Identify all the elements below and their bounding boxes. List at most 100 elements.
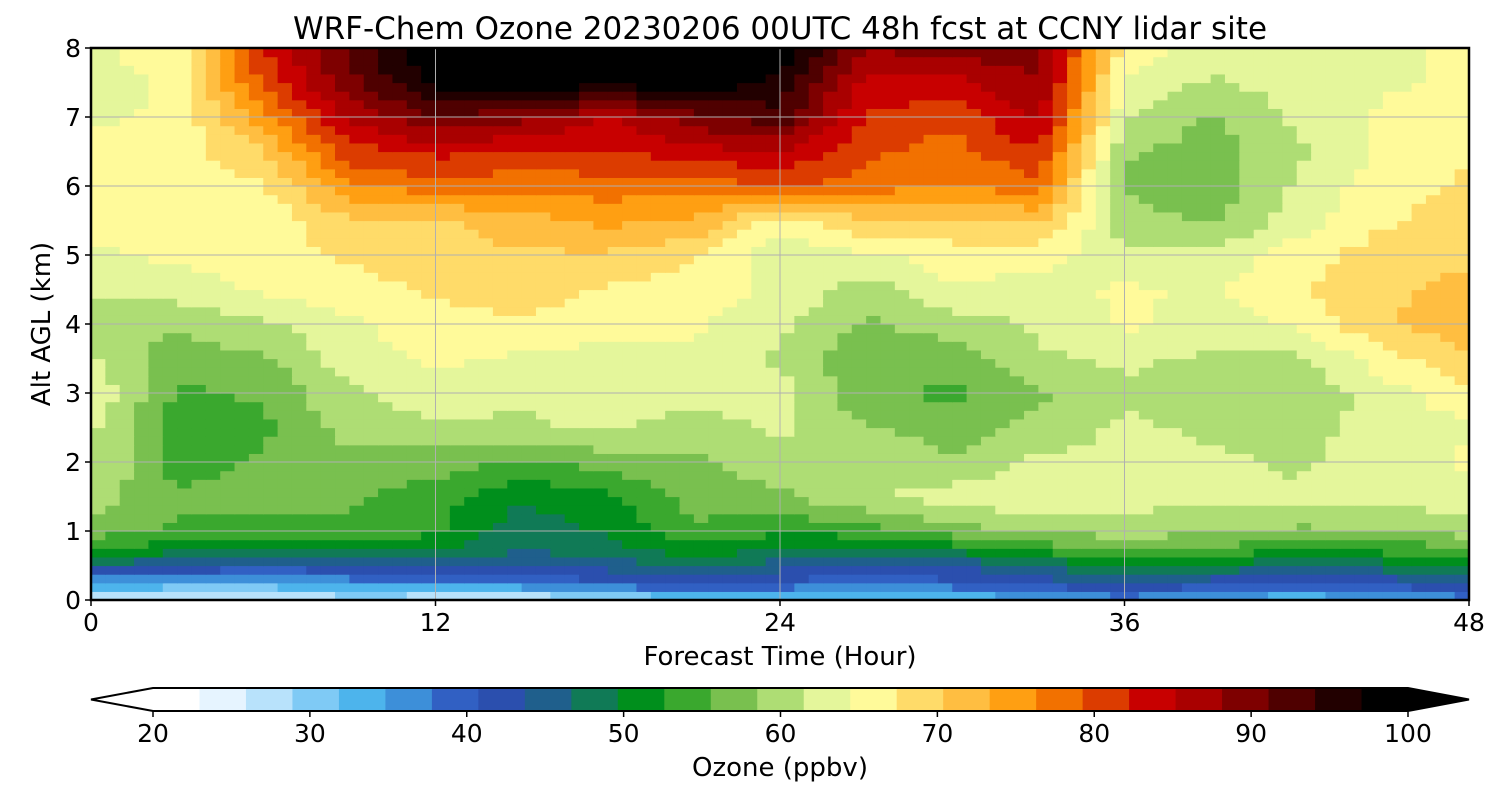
heatmap-cell bbox=[966, 255, 982, 265]
heatmap-cell bbox=[234, 453, 250, 463]
heatmap-cell bbox=[1067, 375, 1083, 385]
heatmap-cell bbox=[980, 479, 996, 489]
heatmap-cell bbox=[751, 289, 767, 299]
heatmap-cell bbox=[1325, 539, 1341, 549]
heatmap-cell bbox=[134, 410, 150, 420]
heatmap-cell bbox=[1354, 410, 1370, 420]
heatmap-cell bbox=[134, 505, 150, 515]
heatmap-cell bbox=[134, 427, 150, 437]
heatmap-cell bbox=[1009, 505, 1025, 515]
heatmap-cell bbox=[492, 367, 508, 377]
heatmap-cell bbox=[1224, 263, 1240, 273]
heatmap-cell bbox=[320, 548, 336, 558]
heatmap-cell bbox=[1268, 229, 1283, 239]
heatmap-cell bbox=[622, 263, 638, 273]
heatmap-cell bbox=[1095, 341, 1111, 351]
heatmap-cell bbox=[162, 436, 178, 446]
heatmap-cell bbox=[1311, 539, 1327, 549]
heatmap-cell bbox=[191, 418, 207, 429]
heatmap-cell bbox=[564, 410, 580, 420]
heatmap-cell bbox=[220, 229, 236, 239]
heatmap-cell bbox=[980, 470, 996, 480]
heatmap-cell bbox=[880, 565, 896, 575]
heatmap-cell bbox=[693, 306, 709, 316]
heatmap-cell bbox=[622, 349, 638, 360]
heatmap-cell bbox=[1024, 556, 1039, 567]
heatmap-cell bbox=[449, 548, 465, 558]
heatmap-cell bbox=[1024, 401, 1039, 411]
heatmap-cell bbox=[291, 177, 307, 187]
heatmap-cell bbox=[966, 237, 982, 247]
heatmap-cell bbox=[980, 203, 996, 213]
heatmap-cell bbox=[1382, 565, 1398, 575]
heatmap-cell bbox=[478, 332, 494, 342]
heatmap-cell bbox=[263, 324, 279, 334]
heatmap-cell bbox=[220, 289, 236, 299]
heatmap-cell bbox=[1124, 177, 1140, 187]
heatmap-cell bbox=[1253, 384, 1269, 394]
heatmap-cell bbox=[1239, 470, 1255, 480]
heatmap-cell bbox=[464, 324, 480, 334]
heatmap-cell bbox=[177, 358, 193, 368]
heatmap-cell bbox=[1425, 194, 1441, 204]
heatmap-cell bbox=[837, 427, 853, 437]
heatmap-cell bbox=[162, 324, 178, 334]
heatmap-cell bbox=[1024, 324, 1039, 334]
heatmap-cell bbox=[177, 436, 193, 446]
heatmap-cell bbox=[162, 151, 178, 161]
heatmap-cell bbox=[751, 531, 767, 541]
heatmap-cell bbox=[1067, 479, 1083, 489]
heatmap-cell bbox=[1296, 487, 1312, 498]
heatmap-cell bbox=[449, 565, 465, 575]
heatmap-cell bbox=[564, 436, 580, 446]
heatmap-cell bbox=[693, 246, 709, 256]
heatmap-cell bbox=[363, 194, 379, 204]
heatmap-cell bbox=[1282, 462, 1298, 472]
heatmap-cell bbox=[894, 237, 910, 247]
heatmap-cell bbox=[736, 324, 752, 334]
heatmap-cell bbox=[780, 410, 795, 420]
heatmap-cell bbox=[693, 427, 709, 437]
heatmap-cell bbox=[248, 349, 264, 360]
heatmap-cell bbox=[1181, 462, 1197, 472]
heatmap-cell bbox=[722, 591, 738, 600]
heatmap-cell bbox=[1268, 496, 1283, 506]
heatmap-cell bbox=[1339, 401, 1355, 411]
heatmap-cell bbox=[808, 151, 824, 161]
heatmap-cell bbox=[1282, 160, 1298, 170]
heatmap-cell bbox=[1239, 565, 1255, 575]
heatmap-cell bbox=[1110, 211, 1126, 222]
heatmap-cell bbox=[119, 487, 135, 498]
heatmap-cell bbox=[177, 324, 193, 334]
heatmap-cell bbox=[464, 574, 480, 584]
heatmap-cell bbox=[808, 548, 824, 558]
heatmap-cell bbox=[980, 574, 996, 584]
heatmap-cell bbox=[1153, 556, 1169, 567]
heatmap-cell bbox=[392, 220, 408, 230]
heatmap-cell bbox=[851, 565, 867, 575]
heatmap-cell bbox=[1124, 160, 1140, 170]
heatmap-cell bbox=[550, 194, 566, 204]
heatmap-cell bbox=[449, 418, 465, 429]
heatmap-cell bbox=[363, 306, 379, 316]
heatmap-cell bbox=[550, 548, 566, 558]
heatmap-cell bbox=[880, 272, 896, 282]
heatmap-cell bbox=[1411, 168, 1427, 178]
heatmap-cell bbox=[837, 539, 853, 549]
heatmap-cell bbox=[507, 539, 523, 549]
heatmap-cell bbox=[363, 255, 379, 265]
heatmap-cell bbox=[191, 194, 207, 204]
heatmap-cell bbox=[449, 272, 465, 282]
heatmap-cell bbox=[579, 341, 594, 351]
heatmap-cell bbox=[263, 306, 279, 316]
heatmap-cell bbox=[593, 186, 609, 196]
heatmap-cell bbox=[1110, 470, 1126, 480]
heatmap-cell bbox=[593, 531, 609, 541]
heatmap-cell bbox=[1167, 556, 1183, 567]
heatmap-cell bbox=[535, 220, 551, 230]
heatmap-cell bbox=[980, 410, 996, 420]
heatmap-cell bbox=[406, 401, 422, 411]
heatmap-cell bbox=[823, 151, 839, 161]
heatmap-cell bbox=[1153, 280, 1169, 291]
heatmap-cell bbox=[492, 341, 508, 351]
